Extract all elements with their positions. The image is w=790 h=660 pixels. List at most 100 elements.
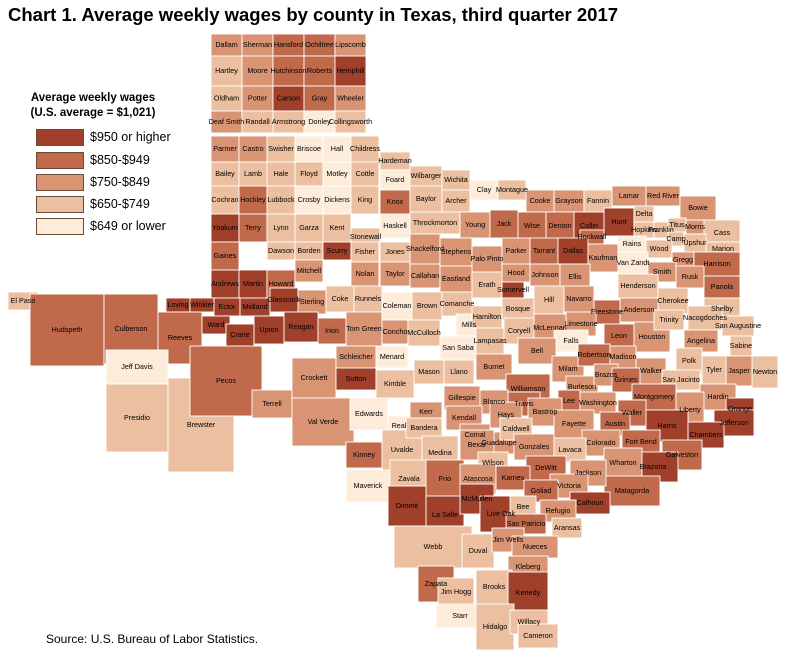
county-label: Bailey <box>215 169 235 178</box>
county-label: Austin <box>605 419 625 428</box>
county-moore <box>241 55 274 87</box>
legend-label: $950 or higher <box>90 130 171 144</box>
chart-title: Chart 1. Average weekly wages by county … <box>8 4 619 25</box>
county-label: Milam <box>558 364 577 373</box>
county-label: Gray <box>312 93 328 102</box>
county-label: Winkler <box>190 300 215 309</box>
county-label: Nueces <box>523 542 548 551</box>
county-label: Franklin <box>648 225 674 234</box>
county-label: Sterling <box>300 297 324 306</box>
county-label: Baylor <box>416 194 437 203</box>
county-label: Blanco <box>483 397 505 406</box>
county-label: Foard <box>386 175 405 184</box>
county-label: Washington <box>579 398 617 407</box>
county-nolan <box>350 261 380 287</box>
county-label: Randall <box>245 117 270 126</box>
county-label: Lynn <box>273 223 288 232</box>
county-label: Calhoun <box>577 498 604 507</box>
county-crockett <box>291 357 337 399</box>
county-wheeler <box>334 85 367 112</box>
county-label: Hardeman <box>378 156 412 165</box>
county-label: Stonewall <box>350 232 382 241</box>
county-label: Yoakum <box>212 223 238 232</box>
county-jack <box>489 209 519 239</box>
county-label: Coleman <box>383 301 412 310</box>
county-wise <box>517 211 547 241</box>
county-label: Willacy <box>518 617 541 626</box>
county-haskell <box>379 213 411 239</box>
county-mcculloch <box>407 319 441 347</box>
county-label: Hall <box>331 144 344 153</box>
county-lavaca <box>553 437 587 463</box>
county-label: San Patricio <box>507 519 546 528</box>
county-label: Crockett <box>301 373 328 382</box>
county-label: Concho <box>383 327 408 336</box>
county-label: Travis <box>514 399 534 408</box>
county-label: Wichita <box>444 175 468 184</box>
county-label: Brewster <box>187 420 216 429</box>
county-label: Frio <box>439 474 451 483</box>
county-label: San Augustine <box>715 321 761 330</box>
county-dallas <box>557 237 589 265</box>
county-label: Pecos <box>216 376 236 385</box>
county-val-verde <box>291 397 355 447</box>
county-label: Hidalgo <box>483 622 507 631</box>
county-label: Borden <box>297 246 320 255</box>
county-label: Polk <box>682 356 696 365</box>
county-label: Kent <box>330 223 345 232</box>
county-label: Cameron <box>523 631 553 640</box>
county-label: Atascosa <box>463 474 493 483</box>
county-martin <box>238 269 268 299</box>
county-label: San Saba <box>442 343 474 352</box>
legend-item: $950 or higher <box>36 128 171 146</box>
county-label: Orange <box>728 404 752 413</box>
county-childress <box>350 135 380 163</box>
county-label: Matagorda <box>615 486 649 495</box>
legend-label: $750-$849 <box>90 175 150 189</box>
county-label: Aransas <box>554 523 581 532</box>
county-label: Moore <box>247 66 267 75</box>
county-label: Dimmit <box>396 501 418 510</box>
county-label: Kerr <box>419 407 433 416</box>
legend-item: $650-$749 <box>36 195 150 213</box>
county-label: Archer <box>445 196 467 205</box>
county-label: Bastrop <box>533 407 558 416</box>
county-label: Hays <box>498 410 515 419</box>
county-label: Caldwell <box>502 424 530 433</box>
county-label: Lipscomb <box>335 40 366 49</box>
county-label: Denton <box>548 221 571 230</box>
county-label: Lee <box>563 396 575 405</box>
county-label: Freestone <box>591 307 623 316</box>
county-label: Cooke <box>530 196 551 205</box>
county-label: Bexar <box>468 440 487 449</box>
county-label: Upshur <box>683 238 707 247</box>
county-young <box>459 211 491 239</box>
county-label: Schleicher <box>339 352 373 361</box>
county-label: Kaufman <box>589 253 618 262</box>
county-trinity <box>653 309 685 331</box>
county-label: Newton <box>753 367 777 376</box>
county-label: Galveston <box>666 450 698 459</box>
county-label: Irion <box>325 326 339 335</box>
county-label: Reeves <box>168 333 193 342</box>
county-label: Clay <box>477 185 492 194</box>
legend-item: $850-$949 <box>36 151 150 169</box>
county-label: Ward <box>208 320 225 329</box>
county-label: Lubbock <box>267 195 295 204</box>
county-coleman <box>381 291 413 321</box>
county-label: Burnet <box>483 362 504 371</box>
county-label: Duval <box>469 546 488 555</box>
county-label: Fayette <box>562 419 586 428</box>
county-label: Wise <box>524 221 540 230</box>
county-label: Young <box>465 220 485 229</box>
source-note: Source: U.S. Bureau of Labor Statistics. <box>46 632 259 646</box>
county-label: Hockley <box>240 195 266 204</box>
county-label: McLennan <box>533 323 567 332</box>
county-label: Gaines <box>214 251 237 260</box>
legend-item: $750-$849 <box>36 173 150 191</box>
county-label: Wood <box>650 244 669 253</box>
county-label: McCulloch <box>407 328 441 337</box>
county-label: Oldham <box>214 93 239 102</box>
county-label: Parker <box>505 246 527 255</box>
